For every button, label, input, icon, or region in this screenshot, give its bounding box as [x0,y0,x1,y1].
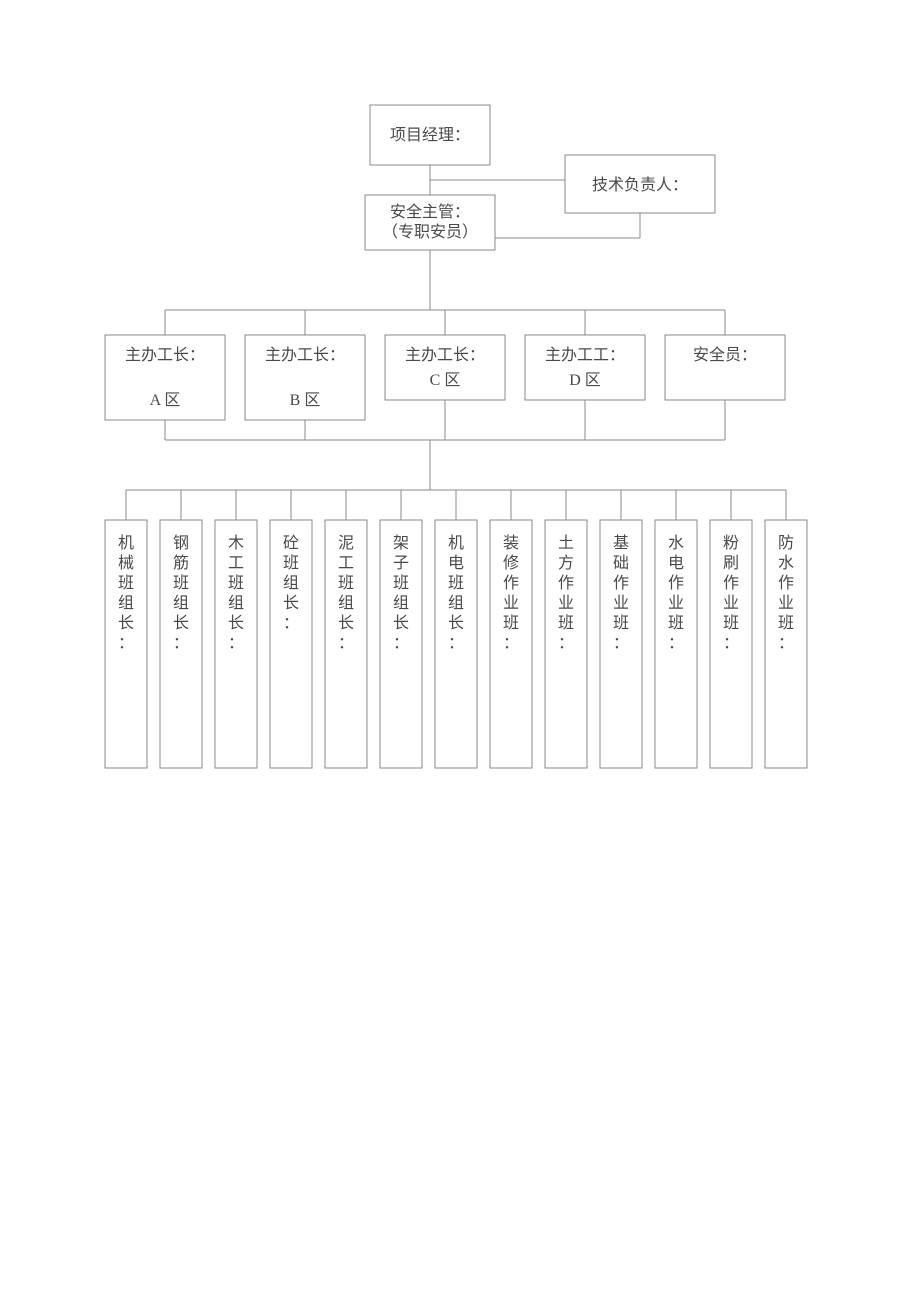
team-6-char-3: 组 [448,594,464,612]
team-1-char-0: 钢 [173,534,189,552]
team-1-char-2: 班 [173,574,189,592]
team-4-char-0: 泥 [338,534,354,552]
project-manager-label: 项目经理： [390,126,470,144]
team-2-char-0: 木 [228,534,244,552]
safety_off-box [665,335,785,400]
team-0-char-4: 长 [118,614,134,632]
team-10-char-5: ： [668,635,684,652]
team-7-char-5: ： [503,635,519,652]
zone_d-label-2: D 区 [569,372,601,389]
team-9-char-5: ： [613,635,629,652]
team-8-char-3: 业 [558,594,574,612]
team-6-char-2: 班 [448,574,464,592]
team-6-char-0: 机 [448,534,464,552]
team-1-char-5: ： [173,635,189,652]
team-0-char-3: 组 [118,594,134,612]
team-3-char-4: ： [283,615,299,632]
team-5-char-1: 子 [393,554,409,572]
team-7-char-0: 装 [503,534,519,552]
team-8-char-2: 作 [558,574,574,592]
team-9-char-2: 作 [613,574,629,592]
team-8-char-0: 土 [558,534,574,552]
team-0-char-2: 班 [118,574,134,592]
team-4-char-1: 工 [338,555,354,572]
team-3-char-2: 组 [283,574,299,592]
team-6-char-4: 长 [448,614,464,632]
team-11-char-2: 作 [723,574,739,592]
team-0-char-1: 械 [118,554,134,572]
team-11-char-4: 班 [723,614,739,632]
team-11-char-0: 粉 [723,534,739,552]
org-chart: 项目经理： 技术负责人： 安全主管： （专职安员） 主办工长： A 区 主办工长： B 区 主办… [0,0,920,1301]
team-5-char-3: 组 [393,594,409,612]
team-12-char-0: 防 [778,534,794,552]
team-10-char-3: 业 [668,594,684,612]
team-5-char-0: 架 [393,534,409,552]
zone_a-label-1: 主办工长： [125,346,205,364]
team-2-char-2: 班 [228,574,244,592]
team-11-char-3: 业 [723,594,739,612]
team-10-char-0: 水 [668,534,684,552]
team-7-char-3: 业 [503,594,519,612]
team-4-char-2: 班 [338,574,354,592]
team-1-char-3: 组 [173,594,189,612]
team-10-char-2: 作 [668,574,684,592]
team-4-char-4: 长 [338,614,354,632]
team-3-char-0: 砼 [283,534,299,552]
team-12-char-5: ： [778,635,794,652]
team-6-char-5: ： [448,635,464,652]
team-5-char-5: ： [393,635,409,652]
team-3-char-1: 班 [283,554,299,572]
zone_a-label-2: A 区 [150,392,181,409]
team-4-char-5: ： [338,635,354,652]
team-8-char-5: ： [558,635,574,652]
team-5-char-4: 长 [393,614,409,632]
safety-manager-label-2: （专职安员） [382,223,478,241]
tech-lead-label: 技术负责人： [592,176,688,194]
team-12-char-2: 作 [778,574,794,592]
team-5-char-2: 班 [393,574,409,592]
team-2-char-4: 长 [228,614,244,632]
team-9-char-1: 础 [613,554,629,572]
team-9-char-3: 业 [613,594,629,612]
team-12-char-4: 班 [778,614,794,632]
team-1-char-1: 筋 [173,554,189,572]
team-11-char-5: ： [723,635,739,652]
safety_off-label-1: 安全员： [693,346,757,364]
team-12-char-1: 水 [778,554,794,572]
team-1-char-4: 长 [173,614,189,632]
team-10-char-4: 班 [668,614,684,632]
team-7-char-4: 班 [503,614,519,632]
team-2-char-5: ： [228,635,244,652]
team-8-char-1: 方 [558,554,574,572]
team-3-char-3: 长 [283,594,299,612]
team-7-char-2: 作 [503,574,519,592]
zone_c-box [385,335,505,400]
zone_b-label-1: 主办工长： [265,346,345,364]
team-0-char-0: 机 [118,534,134,552]
team-7-char-1: 修 [503,554,519,572]
zone_d-label-1: 主办工工： [545,346,625,364]
team-2-char-1: 工 [228,555,244,572]
team-9-char-0: 基 [613,534,629,552]
zone_c-label-2: C 区 [430,372,461,389]
team-12-char-3: 业 [778,594,794,612]
team-10-char-1: 电 [668,554,684,572]
team-2-char-3: 组 [228,594,244,612]
zone_d-box [525,335,645,400]
team-4-char-3: 组 [338,594,354,612]
zone_c-label-1: 主办工长： [405,346,485,364]
team-0-char-5: ： [118,635,134,652]
team-9-char-4: 班 [613,614,629,632]
safety-manager-label-1: 安全主管： [390,203,470,221]
team-11-char-1: 刷 [723,554,739,572]
team-6-char-1: 电 [448,554,464,572]
zone_b-label-2: B 区 [290,392,321,409]
team-8-char-4: 班 [558,614,574,632]
